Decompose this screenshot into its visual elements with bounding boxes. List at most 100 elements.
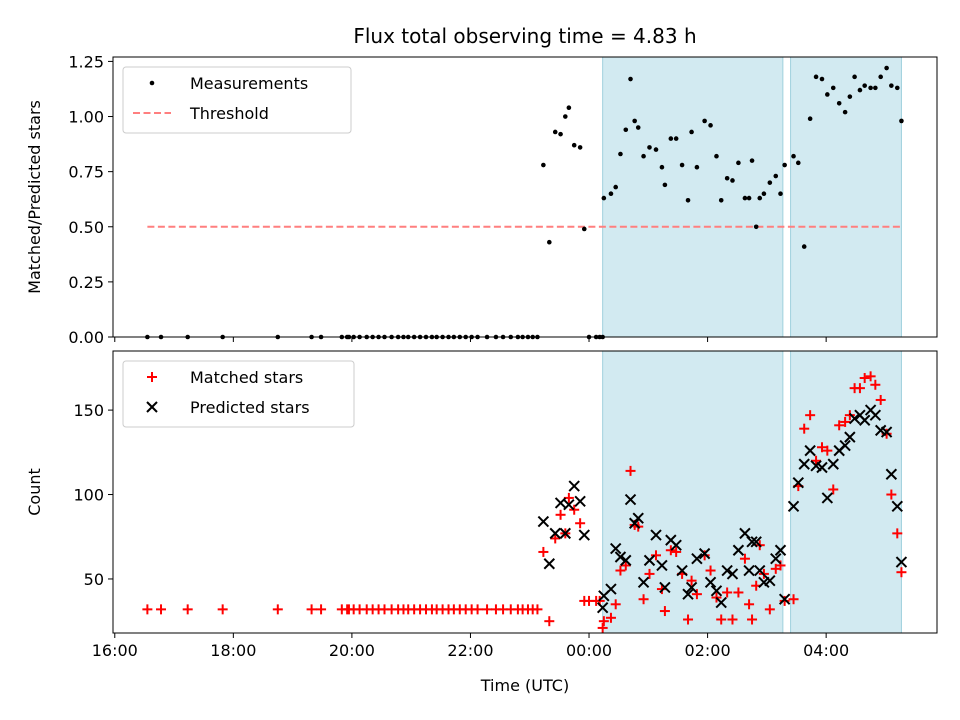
predicted-stars-point bbox=[770, 552, 782, 565]
matched-stars-point bbox=[859, 373, 870, 384]
measurements-point bbox=[836, 100, 842, 106]
plot-frame bbox=[112, 350, 938, 634]
matched-stars-point bbox=[828, 484, 839, 495]
measurements-point bbox=[730, 178, 735, 183]
predicted-stars-point bbox=[568, 480, 580, 492]
measurements-point bbox=[724, 175, 730, 181]
measurements-point bbox=[873, 85, 878, 91]
legend-label-measurements: Measurements bbox=[190, 74, 308, 93]
predicted-stars-point bbox=[596, 601, 609, 614]
measurements-point bbox=[868, 85, 873, 91]
measurements-point bbox=[889, 83, 894, 88]
matched-stars-point bbox=[705, 565, 716, 576]
predicted-stars-point bbox=[754, 564, 766, 577]
measurements-point bbox=[673, 136, 679, 141]
matched-stars-point bbox=[598, 616, 609, 627]
matched-stars-point bbox=[686, 575, 697, 586]
measurements-point bbox=[819, 76, 825, 82]
measurements-point bbox=[746, 195, 752, 201]
measurements-point bbox=[577, 145, 583, 150]
matched-stars-point bbox=[840, 416, 851, 427]
matched-stars-point bbox=[799, 423, 810, 434]
y-tick-label: 0.00 bbox=[68, 328, 104, 347]
matched-stars-point bbox=[716, 614, 727, 625]
predicted-stars-point bbox=[895, 556, 908, 568]
measurements-point bbox=[852, 74, 857, 80]
predicted-stars-point bbox=[609, 542, 622, 555]
predicted-stars-point bbox=[691, 552, 703, 565]
measurements-point bbox=[825, 92, 830, 97]
matched-stars-point bbox=[896, 567, 907, 578]
matched-stars-point bbox=[156, 604, 167, 615]
measurements-point bbox=[566, 105, 572, 111]
panel-counts: 50 100 150 16:00 18:00 20:00 22:00 00:00 02:00 04… bbox=[25, 350, 938, 695]
predicted-stars-point bbox=[885, 468, 898, 480]
x-tick-label: 04:00 bbox=[803, 641, 849, 660]
predicted-stars-point bbox=[726, 568, 739, 580]
measurements-point bbox=[813, 74, 819, 80]
measurements-point bbox=[668, 136, 674, 141]
predicted-stars-point bbox=[578, 529, 590, 541]
matched-stars-point bbox=[644, 568, 655, 579]
measurements-point bbox=[791, 153, 796, 159]
measurements-point bbox=[563, 114, 568, 119]
measurements-point bbox=[807, 116, 813, 122]
measurements-point bbox=[757, 195, 763, 201]
measurements-point bbox=[847, 94, 853, 99]
measurements-point bbox=[862, 83, 867, 88]
matched-stars-point bbox=[272, 604, 283, 615]
measurements-point bbox=[608, 191, 614, 196]
predicted-stars-point bbox=[549, 527, 561, 540]
measurements-point bbox=[899, 118, 904, 124]
measurements-point bbox=[894, 85, 900, 91]
predicted-stars-point bbox=[620, 554, 632, 567]
measurements-point bbox=[742, 195, 748, 201]
matched-stars-point bbox=[638, 594, 649, 605]
measurements-point bbox=[694, 164, 700, 170]
matched-stars-point bbox=[671, 546, 682, 557]
measurements-point bbox=[842, 109, 848, 115]
measurements-point bbox=[830, 85, 836, 91]
measurements-point bbox=[778, 191, 783, 196]
matched-stars-point bbox=[605, 612, 616, 623]
measurements-point bbox=[623, 127, 629, 133]
predicted-stars-point bbox=[778, 593, 791, 605]
measurements-point bbox=[632, 118, 637, 124]
y-tick-label: 1.25 bbox=[68, 52, 104, 71]
x-tick-label: 02:00 bbox=[685, 641, 731, 660]
matched-stars-point bbox=[142, 604, 153, 615]
measurements-point bbox=[581, 226, 587, 232]
predicted-stars-point bbox=[774, 544, 787, 556]
matched-stars-point bbox=[625, 465, 636, 476]
measurements-point bbox=[878, 74, 883, 80]
measurements-point bbox=[782, 162, 787, 168]
x-tick-label: 00:00 bbox=[566, 641, 612, 660]
matched-stars-point bbox=[886, 489, 897, 500]
predicted-stars-point bbox=[624, 493, 637, 506]
predicted-stars-point bbox=[821, 492, 834, 504]
measurements-point bbox=[753, 224, 759, 230]
measurements-point bbox=[558, 131, 563, 137]
plot-frame bbox=[112, 56, 938, 338]
matched-stars-point bbox=[555, 509, 566, 520]
panel-ratio: 0.00 0.25 0.50 0.75 1.00 1.25 Flux total obse… bbox=[25, 24, 938, 347]
matched-stars-point bbox=[739, 553, 750, 564]
predicted-stars-point bbox=[715, 596, 727, 609]
measurements-point bbox=[857, 87, 863, 93]
measurements-point bbox=[689, 129, 694, 135]
measurements-point bbox=[635, 125, 641, 130]
y-tick-label: 100 bbox=[73, 486, 104, 505]
measurements-point bbox=[541, 162, 546, 168]
matched-stars-point bbox=[659, 606, 670, 617]
matched-stars-point bbox=[615, 565, 626, 576]
legend-marker-matched-stars bbox=[147, 372, 157, 382]
predicted-stars-point bbox=[804, 444, 816, 457]
predicted-stars-point bbox=[839, 439, 851, 452]
y-tick-label: 0.75 bbox=[68, 163, 104, 182]
measurements-point bbox=[679, 162, 685, 168]
matched-stars-point bbox=[665, 545, 676, 556]
predicted-stars-point bbox=[632, 512, 644, 524]
y-tick-label: 0.50 bbox=[68, 218, 104, 237]
predicted-stars-point bbox=[698, 547, 711, 560]
